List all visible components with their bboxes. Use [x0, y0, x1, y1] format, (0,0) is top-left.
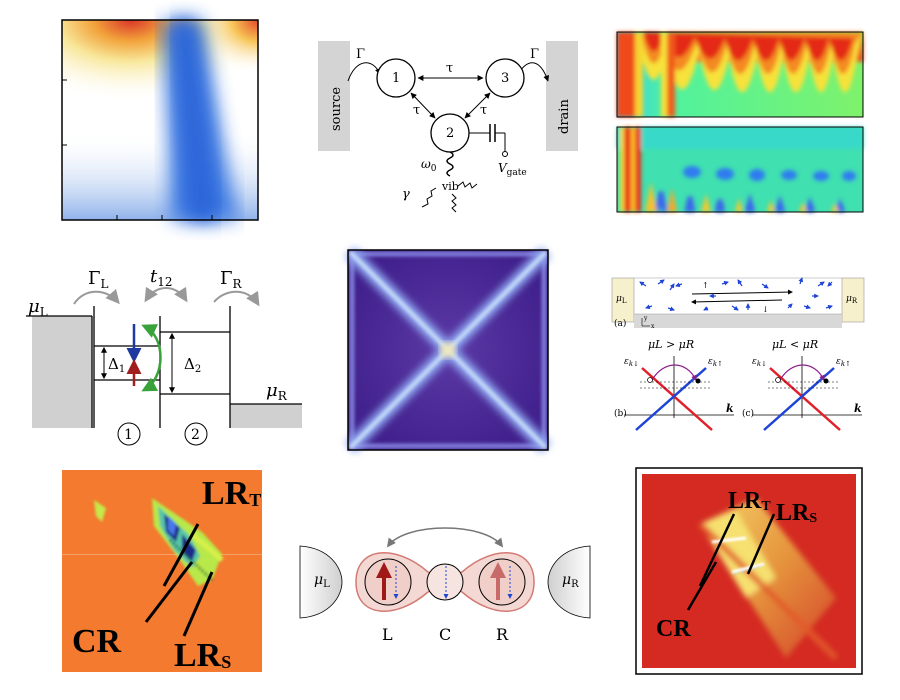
svg-text:ΓL: ΓL — [88, 268, 109, 291]
lcr-dot-schematic-panel-h: μL μR L C R — [299, 518, 591, 646]
svg-text:R: R — [496, 625, 509, 644]
svg-text:(a): (a) — [614, 318, 626, 329]
svg-text:μR: μR — [562, 572, 579, 590]
svg-text:t12: t12 — [150, 266, 173, 289]
svg-text:2: 2 — [446, 126, 454, 141]
drain-label: drain — [557, 99, 572, 134]
svg-text:↓: ↓ — [762, 305, 769, 314]
svg-text:μL > μR: μL > μR — [648, 338, 694, 351]
svg-text:τ: τ — [413, 103, 420, 118]
svg-text:μL < μR: μL < μR — [772, 338, 818, 351]
svg-text:Δ1: Δ1 — [108, 355, 125, 375]
double-dot-energy-diagram-panel-d: μL μR Δ1 Δ2 ΓL t12 ΓR 1 2 — [26, 266, 302, 450]
svg-text:LRS: LRS — [776, 500, 817, 526]
svg-text:μL: μL — [28, 296, 48, 319]
svg-text:CR: CR — [72, 623, 122, 660]
x-crossing-map-panel-e — [345, 247, 551, 453]
oscillation-maps-panel-c — [616, 31, 864, 214]
svg-text:μR: μR — [846, 294, 858, 305]
svg-text:τ: τ — [446, 61, 453, 76]
svg-text:εk↓: εk↓ — [752, 357, 767, 368]
svg-text:τ: τ — [480, 103, 487, 118]
drain-lead — [546, 41, 578, 151]
svg-text:εk↑: εk↑ — [708, 357, 723, 368]
svg-text:Γ: Γ — [530, 47, 539, 62]
svg-text:Vgate: Vgate — [498, 161, 527, 178]
triple-dot-circuit-panel-b: source drain Γ Γ 1 3 2 τ τ τ Vgate ω0 vi… — [318, 36, 588, 216]
svg-text:L: L — [382, 625, 393, 644]
resonance-map-panel-g: LRT CR LRS — [62, 470, 262, 674]
svg-text:y: y — [643, 315, 648, 322]
svg-text:x: x — [651, 323, 655, 330]
dot-3 — [485, 58, 525, 98]
svg-text:LRT: LRT — [202, 475, 261, 512]
source-label: source — [329, 87, 344, 131]
svg-text:1: 1 — [124, 427, 133, 443]
svg-text:μL: μL — [616, 294, 627, 305]
svg-text:vib: vib — [441, 180, 459, 193]
svg-text:εk↑: εk↑ — [836, 357, 851, 368]
svg-text:(b): (b) — [614, 408, 627, 419]
svg-text:↑: ↑ — [702, 281, 709, 290]
svg-text:μL: μL — [314, 572, 330, 590]
svg-text:μR: μR — [266, 380, 288, 403]
resonance-map-panel-i: LRT LRS CR — [635, 467, 863, 675]
svg-text:ΓR: ΓR — [220, 268, 243, 291]
svg-text:3: 3 — [501, 71, 509, 86]
svg-text:C: C — [439, 625, 451, 644]
svg-text:LRS: LRS — [174, 637, 231, 674]
svg-text:εk↓: εk↓ — [624, 357, 639, 368]
svg-text:1: 1 — [392, 71, 400, 86]
heatmap-panel-a — [61, 19, 259, 221]
helical-edge-panel-f: μL μR ↑ ↓ (a) y x μL > μR εk↓ εk↑ k — [611, 270, 865, 432]
svg-text:Δ2: Δ2 — [184, 355, 201, 375]
svg-text:2: 2 — [191, 427, 200, 443]
svg-text:Γ: Γ — [356, 47, 365, 62]
svg-text:(c): (c) — [742, 408, 754, 419]
svg-text:ω0: ω0 — [421, 157, 437, 174]
svg-text:LRT: LRT — [728, 488, 771, 514]
svg-text:CR: CR — [656, 616, 691, 642]
svg-text:γ: γ — [402, 187, 410, 202]
svg-text:k: k — [854, 402, 862, 415]
svg-text:k: k — [726, 402, 734, 415]
source-lead — [318, 41, 350, 151]
dot-1 — [376, 58, 416, 98]
